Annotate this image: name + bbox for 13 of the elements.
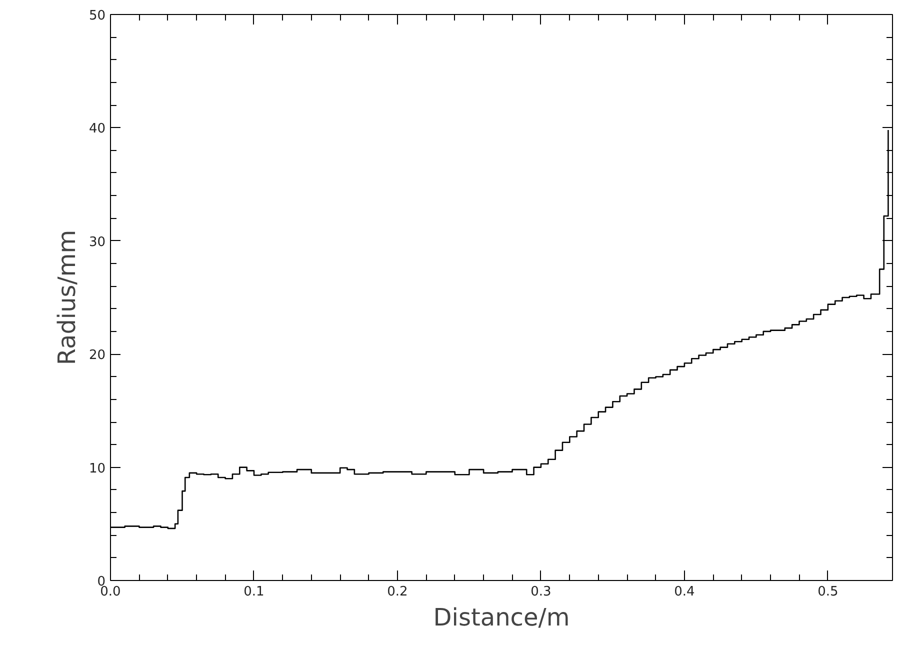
- x-tick-label: 0.0: [100, 584, 121, 600]
- x-tick-label: 0.5: [818, 584, 838, 600]
- y-tick-label: 30: [88, 234, 106, 250]
- x-axis-title: Distance/m: [433, 604, 570, 632]
- y-tick-label: 10: [88, 461, 106, 476]
- x-tick-label: 0.2: [387, 584, 408, 600]
- x-tick-label: 0.4: [674, 584, 695, 600]
- y-tick-label: 40: [88, 122, 106, 137]
- y-tick-label: 20: [88, 348, 106, 364]
- y-axis-title: Radius/mm: [52, 230, 81, 366]
- x-tick-label: 0.3: [530, 584, 552, 600]
- y-tick-label: 50: [88, 8, 106, 24]
- x-tick-label: 0.1: [244, 584, 264, 600]
